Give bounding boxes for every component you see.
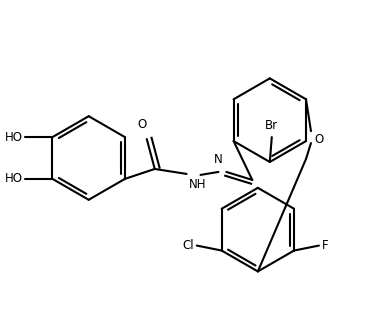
Text: Br: Br xyxy=(265,119,278,132)
Text: NH: NH xyxy=(189,178,206,191)
Text: Cl: Cl xyxy=(182,239,194,252)
Text: F: F xyxy=(322,239,328,252)
Text: O: O xyxy=(137,118,147,131)
Text: O: O xyxy=(314,133,323,146)
Text: HO: HO xyxy=(4,172,23,185)
Text: HO: HO xyxy=(4,131,23,143)
Text: N: N xyxy=(214,153,223,166)
